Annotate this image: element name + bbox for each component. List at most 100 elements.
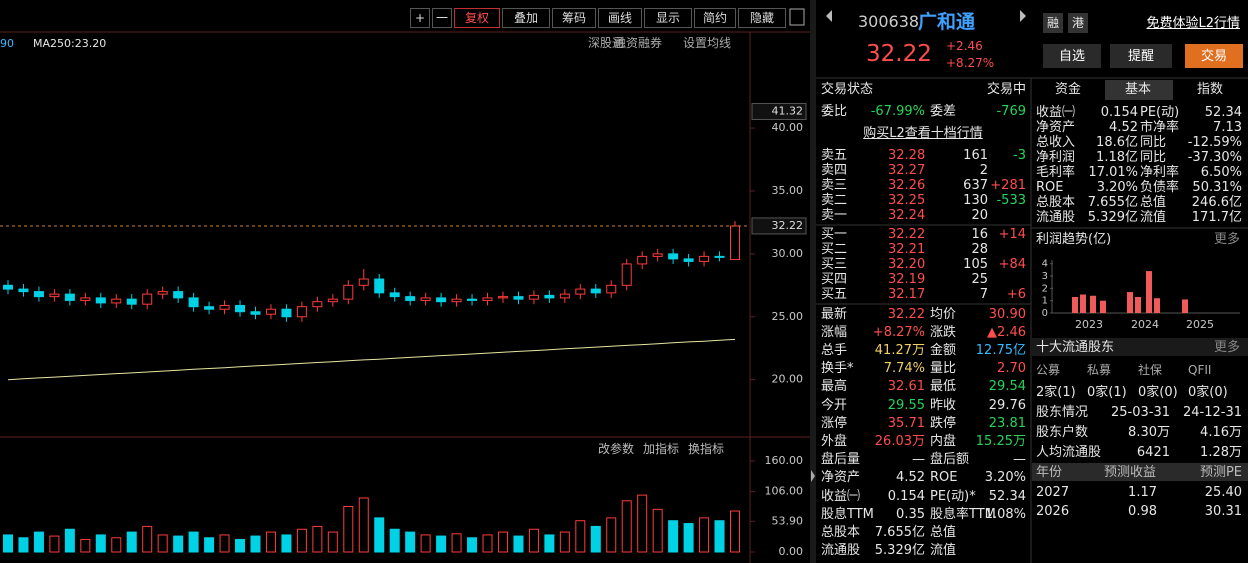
quote-button[interactable] xyxy=(1043,44,1101,68)
level-label: 买五 xyxy=(821,286,848,302)
tag[interactable] xyxy=(1068,13,1088,33)
fund-label: 流通股 xyxy=(1036,209,1076,225)
stat-label: 流值 xyxy=(930,543,957,559)
volume-bar xyxy=(575,520,586,553)
prev-arrow[interactable] xyxy=(826,10,832,22)
candle-body xyxy=(467,298,478,301)
tab[interactable]: 基本 xyxy=(1124,81,1152,97)
forecast-eps: 0.98 xyxy=(1128,503,1157,519)
toolbar-button[interactable] xyxy=(454,8,500,28)
candle-body xyxy=(142,293,153,305)
fund-value: 1.18亿 xyxy=(1096,149,1138,165)
toolbar-label[interactable]: 隐藏 xyxy=(749,11,775,25)
profit-bar xyxy=(1127,292,1133,313)
stat-label: 均价 xyxy=(930,306,957,322)
tab[interactable]: 资金 xyxy=(1054,81,1082,97)
fund-value: 3.20% xyxy=(1096,179,1138,195)
tag[interactable] xyxy=(1043,13,1063,33)
toolbar-label[interactable]: 一 xyxy=(435,11,449,25)
indicator-button[interactable]: 改参数 xyxy=(598,442,635,456)
level-price: 32.17 xyxy=(888,286,926,302)
fund-label: 同比 xyxy=(1140,134,1167,150)
toolbar-label[interactable]: + xyxy=(414,11,426,25)
section-bg xyxy=(1032,338,1248,356)
more-link[interactable]: 更多 xyxy=(1213,231,1240,247)
quote-button-label[interactable]: 自选 xyxy=(1058,48,1086,64)
chart-link[interactable]: 融资融券 xyxy=(614,36,663,50)
volume-bar xyxy=(95,534,106,553)
indicator-button[interactable]: 换指标 xyxy=(688,442,725,456)
splitter[interactable] xyxy=(810,0,816,563)
x-tick-label: 2025 xyxy=(1186,318,1214,331)
holder-value: 1.28万 xyxy=(1200,444,1242,460)
tab[interactable]: 指数 xyxy=(1196,81,1224,97)
level-volume: 161 xyxy=(963,147,988,163)
holder-value: 25-03-31 xyxy=(1110,404,1170,420)
more-link[interactable]: 更多 xyxy=(1213,339,1240,355)
y-tick-label: 4 xyxy=(1042,259,1048,270)
volume-bar xyxy=(714,520,725,553)
stat-label: 涨停 xyxy=(821,415,848,431)
level-volume: 105 xyxy=(963,256,988,272)
toolbar-label[interactable]: 显示 xyxy=(655,11,681,25)
volume-bar xyxy=(235,538,246,553)
volume-bar xyxy=(559,531,570,553)
quote-button[interactable] xyxy=(1185,44,1243,68)
volume-bar xyxy=(528,528,539,553)
toolbar-label[interactable]: 叠加 xyxy=(513,11,539,25)
volume-bar xyxy=(265,531,276,553)
volume-bar xyxy=(327,531,338,553)
holder-type: QFII xyxy=(1188,363,1212,377)
tab-active[interactable] xyxy=(1105,80,1173,100)
level-label: 买一 xyxy=(821,226,848,242)
toolbar-button[interactable] xyxy=(502,8,550,28)
quote-button-label[interactable]: 交易 xyxy=(1200,48,1228,64)
toolbar-button[interactable] xyxy=(410,8,430,28)
indicator-button[interactable]: 加指标 xyxy=(643,442,680,456)
holder-type: 私募 xyxy=(1087,363,1112,377)
toolbar-button[interactable] xyxy=(738,8,786,28)
chart-link[interactable]: 设置均线 xyxy=(683,36,732,50)
stat-value: 7.74% xyxy=(883,361,925,377)
splitter-arrow[interactable] xyxy=(811,470,815,482)
next-arrow[interactable] xyxy=(1020,10,1026,22)
quote-button-label[interactable]: 提醒 xyxy=(1127,48,1155,64)
chart-link[interactable]: 深股通 xyxy=(588,36,625,50)
toolbar-label[interactable]: 画线 xyxy=(607,11,633,25)
y-tick-label: 53.90 xyxy=(772,514,804,527)
stat-label: 净资产 xyxy=(821,470,861,486)
toolbar-button[interactable] xyxy=(552,8,596,28)
level-change: -533 xyxy=(996,192,1026,208)
fullscreen-icon[interactable] xyxy=(789,8,805,26)
profit-bar xyxy=(1080,294,1086,313)
stat-value: 0.35 xyxy=(896,506,925,522)
level-label: 卖一 xyxy=(821,207,848,223)
fund-value: 7.13 xyxy=(1213,119,1242,135)
candle-body xyxy=(204,306,215,310)
candle-body xyxy=(621,263,632,286)
volume-bar xyxy=(312,525,323,553)
volume-bar xyxy=(250,535,261,553)
holder-type: 公募 xyxy=(1036,363,1061,377)
level-label: 卖五 xyxy=(821,147,848,163)
volume-bar xyxy=(451,533,462,553)
level-change: +84 xyxy=(998,256,1026,272)
stat-label: 最新 xyxy=(821,306,848,322)
toolbar-button[interactable] xyxy=(598,8,642,28)
quote-button[interactable] xyxy=(1110,44,1172,68)
candle-body xyxy=(590,288,601,294)
toolbar-label[interactable]: 复权 xyxy=(464,11,490,25)
l2-link[interactable]: 免费体验L2行情 xyxy=(1146,15,1240,31)
toolbar-label[interactable]: 简约 xyxy=(702,11,728,25)
forecast-eps: 1.17 xyxy=(1128,484,1157,500)
stat-value: +8.27% xyxy=(872,324,925,340)
stat-value: 29.76 xyxy=(988,397,1026,413)
toolbar-button[interactable] xyxy=(432,8,452,28)
candle-body xyxy=(389,292,400,298)
l2-link[interactable]: 购买L2查看十档行情 xyxy=(863,125,983,141)
toolbar-button[interactable] xyxy=(694,8,736,28)
toolbar-button[interactable] xyxy=(644,8,692,28)
toolbar-label[interactable]: 筹码 xyxy=(561,11,587,25)
y-tick-label: 0 xyxy=(1042,308,1048,319)
